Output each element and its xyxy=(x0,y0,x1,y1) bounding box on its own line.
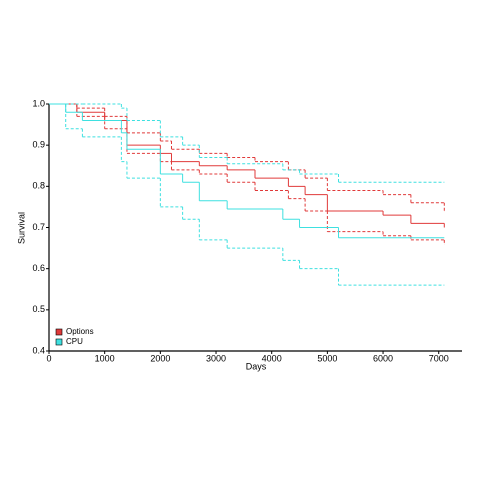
lower-bound-riser xyxy=(76,104,445,244)
x-tick-label: 6000 xyxy=(373,353,393,363)
y-axis-label: Survival xyxy=(16,212,26,244)
y-tick-label: 0.6 xyxy=(32,263,45,273)
x-tick-label: 7000 xyxy=(429,353,449,363)
y-tick-label: 0.9 xyxy=(32,140,45,150)
legend-swatch xyxy=(55,338,63,346)
y-tick-label: 0.5 xyxy=(32,304,45,314)
legend-label: CPU xyxy=(66,337,83,346)
upper-bound-riser xyxy=(120,104,340,183)
y-tick-label: 0.8 xyxy=(32,181,45,191)
x-tick-label: 1000 xyxy=(95,353,115,363)
x-tick-label: 0 xyxy=(46,353,51,363)
y-tick-label: 1.0 xyxy=(32,98,45,108)
y-tick-label: 0.7 xyxy=(32,222,45,232)
x-tick-label: 5000 xyxy=(317,353,337,363)
legend-swatch xyxy=(55,328,63,336)
survival-step-riser xyxy=(65,104,340,238)
x-tick-label: 3000 xyxy=(206,353,226,363)
x-tick-label: 4000 xyxy=(262,353,282,363)
lower-bound-riser xyxy=(65,104,340,286)
x-tick-label: 2000 xyxy=(150,353,170,363)
y-tick-label: 0.4 xyxy=(32,345,45,355)
x-axis-label: Days xyxy=(246,361,267,371)
legend-label: Options xyxy=(66,327,94,336)
